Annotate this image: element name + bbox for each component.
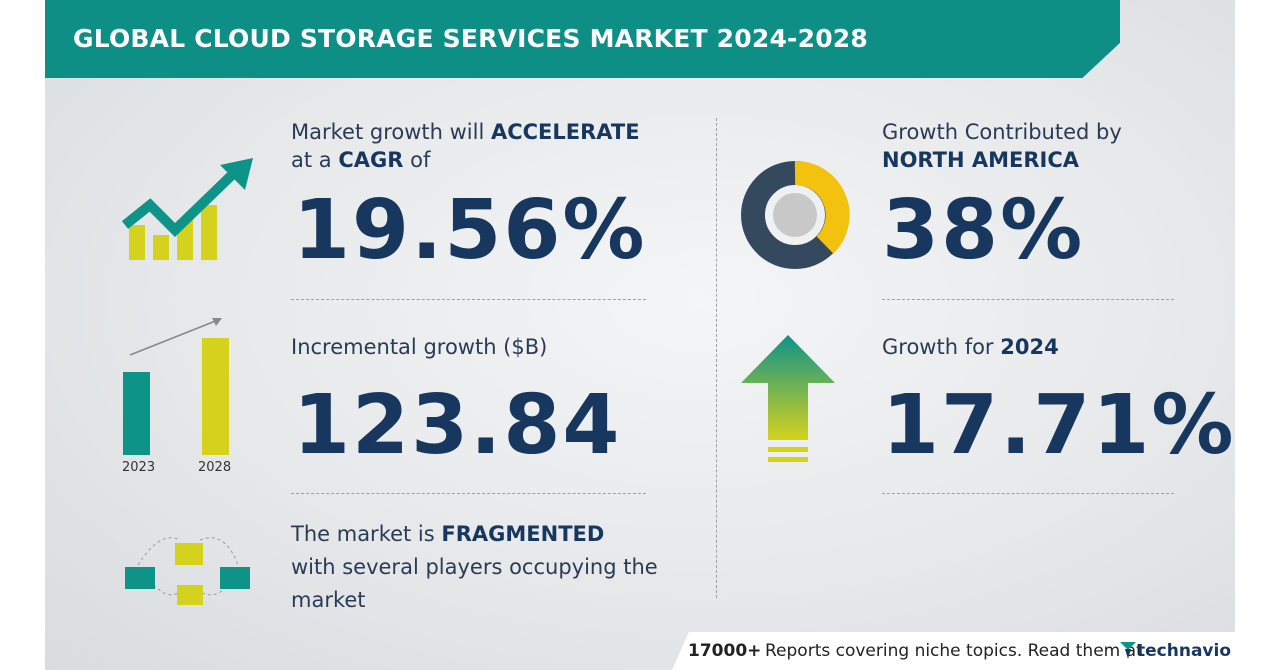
footer-count: 17000+ (688, 641, 762, 661)
footer-band (672, 632, 1235, 670)
separator (882, 299, 1174, 300)
text: FRAGMENTED (441, 522, 605, 546)
panel (45, 0, 1235, 670)
growth-icon (121, 158, 253, 260)
players-icon (125, 537, 250, 605)
fragmented-label: The market is FRAGMENTED with several pl… (291, 518, 681, 617)
text: of (410, 148, 431, 172)
separator (291, 493, 646, 494)
arrow-icon (741, 335, 835, 462)
text: Growth for (882, 335, 994, 359)
separator (291, 299, 646, 300)
incremental-value: 123.84 (293, 378, 622, 473)
text: Growth Contributed by (882, 120, 1122, 144)
year: 2028 (198, 460, 232, 475)
yoy-value: 17.71% (882, 378, 1236, 473)
text: The market is (291, 522, 435, 546)
region-value: 38% (882, 183, 1085, 278)
footer-brand: technavio (1137, 641, 1231, 661)
footer-text: Reports covering niche topics. Read them… (765, 641, 1143, 661)
header-bar (45, 0, 1120, 78)
text: NORTH AMERICA (882, 148, 1080, 172)
vertical-separator (716, 118, 717, 598)
text: ACCELERATE (490, 120, 640, 144)
region-label: Growth Contributed by NORTH AMERICA (882, 118, 1122, 174)
text: 2024 (1000, 335, 1059, 359)
text: CAGR (338, 148, 404, 172)
yoy-label: Growth for 2024 (882, 333, 1059, 361)
incremental-label: Incremental growth ($B) (291, 335, 548, 359)
text: Market growth will (291, 120, 485, 144)
brand-logo (1120, 642, 1136, 659)
bars-icon (123, 318, 229, 455)
year: 2023 (122, 460, 156, 475)
text: at a (291, 148, 332, 172)
cagr-label: Market growth will ACCELERATE at a CAGR … (291, 118, 640, 174)
donut-icon (741, 160, 850, 269)
title: GLOBAL CLOUD STORAGE SERVICES MARKET 202… (73, 24, 868, 53)
text: with several players occupying the marke… (291, 555, 658, 612)
cagr-value: 19.56% (293, 183, 647, 278)
separator (882, 493, 1174, 494)
